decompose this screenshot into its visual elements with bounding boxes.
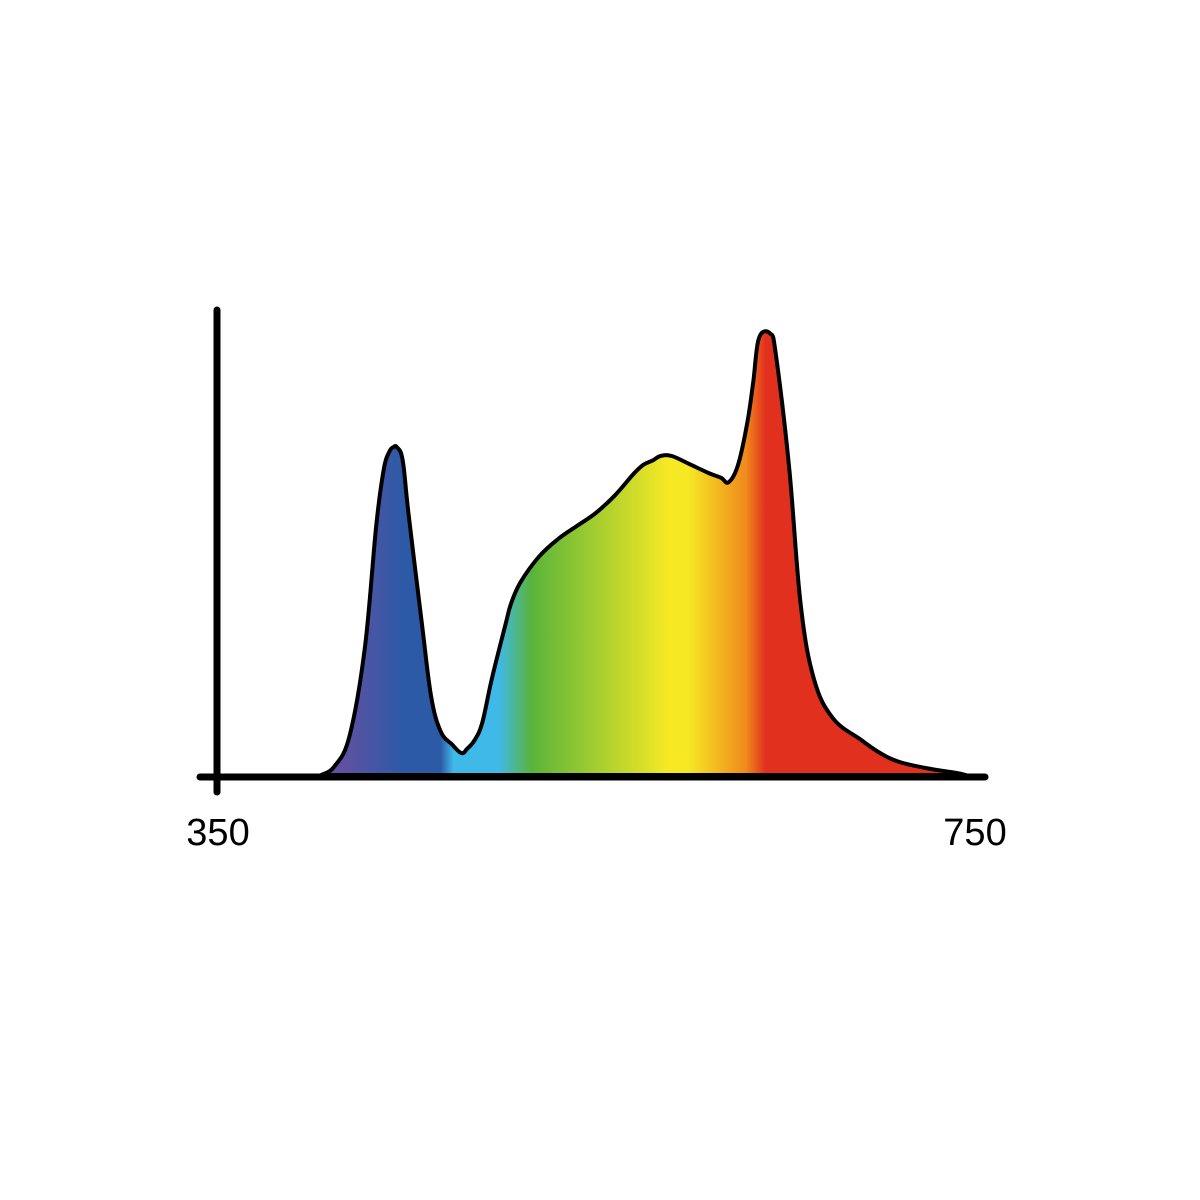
- x-tick-label-max: 750: [943, 812, 1006, 854]
- spectrum-area: [319, 329, 968, 777]
- x-tick-label-min: 350: [186, 812, 249, 854]
